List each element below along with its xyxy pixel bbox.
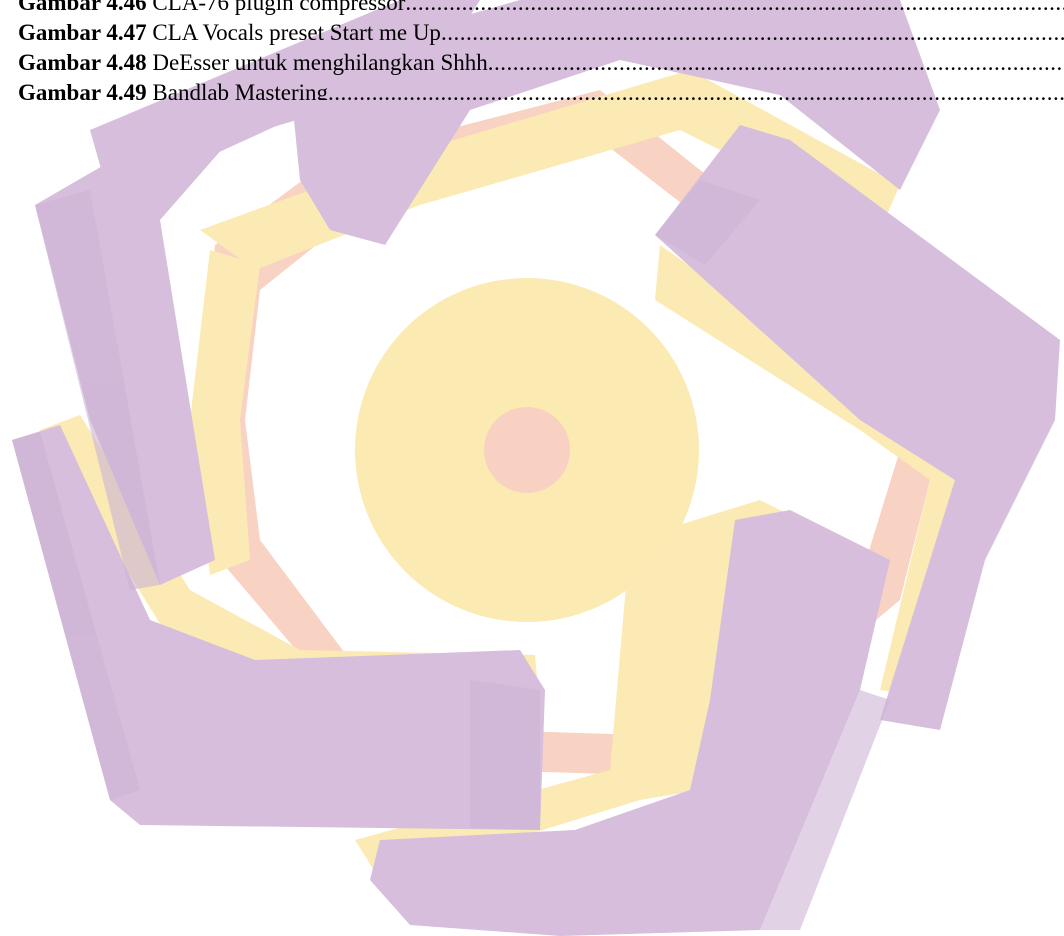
figure-title: CLA-76 plugin compressor — [152, 0, 406, 15]
figure-title: Bandlab Mastering — [152, 80, 329, 100]
dot-leader: ........................................… — [440, 20, 1064, 45]
figure-number: Gambar 4.46 — [18, 0, 147, 15]
dot-leader: ........................................… — [328, 80, 1064, 100]
figure-title: CLA Vocals preset Start me Up — [152, 20, 441, 45]
dot-leader: ........................................… — [487, 50, 1064, 75]
figure-number: Gambar 4.47 — [18, 20, 147, 45]
dot-leader: ........................................… — [405, 0, 1064, 15]
toc-entry-figure-4-48[interactable]: Gambar 4.48 DeEsser untuk menghilangkan … — [18, 48, 1064, 78]
toc-entry-figure-4-46[interactable]: Gambar 4.46 CLA-76 plugin compressor....… — [18, 0, 1064, 18]
figure-title: DeEsser untuk menghilangkan Shhh — [152, 50, 488, 75]
list-of-figures: Gambar 4.46 CLA-76 plugin compressor....… — [0, 0, 1064, 100]
figure-number: Gambar 4.49 — [18, 80, 147, 100]
toc-entry-figure-4-49[interactable]: Gambar 4.49 Bandlab Mastering...........… — [18, 78, 1064, 100]
toc-entry-figure-4-47[interactable]: Gambar 4.47 CLA Vocals preset Start me U… — [18, 18, 1064, 48]
figure-number: Gambar 4.48 — [18, 50, 147, 75]
